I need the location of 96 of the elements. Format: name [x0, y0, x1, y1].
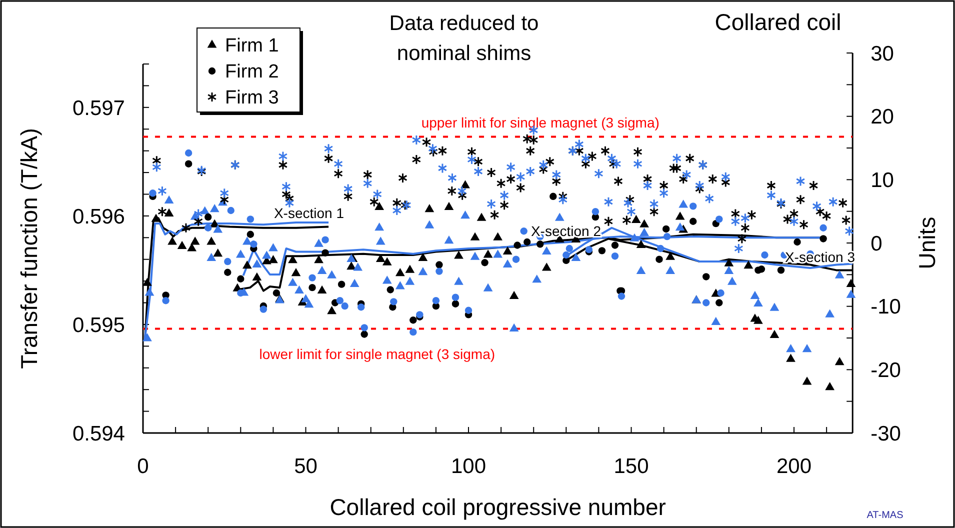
point — [204, 213, 212, 221]
x-tick-label: 50 — [294, 455, 318, 478]
annotation: X-section 1 — [274, 205, 344, 221]
x-tick-label: 200 — [776, 455, 812, 478]
point — [716, 216, 723, 223]
point — [162, 296, 170, 304]
point — [618, 292, 626, 300]
point — [149, 190, 156, 197]
point — [690, 218, 697, 225]
y2-axis-title: Units — [914, 216, 940, 270]
point — [716, 299, 723, 306]
point — [432, 296, 440, 304]
chart-subtitle: Collared coil — [714, 9, 842, 35]
point — [598, 247, 606, 254]
point — [717, 289, 724, 297]
y2-tick-label: -30 — [870, 422, 901, 446]
point — [585, 246, 593, 254]
ref-line-label: upper limit for single magnet (3 sigma) — [421, 114, 660, 131]
point — [611, 252, 619, 260]
point — [386, 286, 394, 294]
point — [758, 266, 766, 273]
point — [237, 275, 244, 282]
point — [611, 242, 619, 249]
point — [410, 328, 417, 336]
annotation: X-section 2 — [530, 223, 602, 239]
point — [184, 149, 192, 157]
point — [690, 202, 697, 210]
point — [514, 242, 521, 249]
point — [341, 302, 348, 310]
point — [536, 240, 544, 248]
point — [308, 274, 316, 282]
point — [820, 224, 827, 232]
y-axis-title: Transfer function (T/kA) — [16, 128, 42, 369]
x-tick-label: 150 — [614, 455, 649, 478]
point — [224, 258, 232, 266]
point — [656, 256, 663, 263]
y2-tick-label: -20 — [870, 359, 901, 382]
point — [436, 261, 443, 268]
point — [204, 224, 212, 232]
point — [250, 240, 258, 248]
point — [777, 266, 785, 274]
point — [761, 251, 768, 259]
ref-line-label: lower limit for single magnet (3 sigma) — [259, 346, 496, 362]
point — [520, 228, 528, 235]
legend-label: Firm 2 — [225, 62, 279, 83]
point — [322, 249, 329, 256]
point — [592, 208, 600, 216]
legend-label: Firm 3 — [225, 88, 279, 109]
point — [702, 273, 710, 280]
point — [452, 294, 460, 301]
point — [562, 251, 570, 259]
point — [322, 236, 329, 244]
y2-tick-label: 0 — [870, 232, 882, 256]
point — [436, 268, 443, 275]
point — [224, 268, 232, 276]
point — [512, 256, 520, 263]
point — [338, 280, 346, 288]
point — [260, 306, 268, 313]
point — [702, 299, 710, 306]
y-tick-label: 0.594 — [72, 422, 126, 446]
point — [390, 298, 398, 306]
point — [452, 300, 460, 308]
text: AT-MAS — [866, 510, 904, 521]
point — [357, 304, 365, 311]
point — [360, 324, 368, 332]
point — [336, 296, 344, 304]
point — [246, 230, 254, 238]
y-tick-label: 0.595 — [72, 314, 125, 337]
point — [656, 244, 664, 252]
y2-tick-label: 30 — [870, 42, 894, 66]
y-tick-label: 0.597 — [72, 96, 125, 120]
x-tick-label: 100 — [450, 455, 486, 478]
point — [550, 192, 557, 200]
legend-label: Firm 1 — [225, 36, 279, 57]
y2-tick-label: -10 — [870, 296, 901, 319]
x-axis-title: Collared coil progressive number — [330, 494, 666, 520]
point — [523, 238, 531, 246]
point — [662, 225, 670, 233]
y2-tick-label: 10 — [870, 169, 894, 192]
point — [308, 284, 316, 292]
x-tick-label: 0 — [137, 455, 149, 478]
point — [464, 306, 472, 314]
point — [481, 259, 488, 266]
point — [246, 216, 254, 223]
point — [663, 232, 671, 240]
chart-title: Data reduced to nominal shims — [389, 12, 539, 65]
point — [272, 289, 280, 297]
point — [410, 316, 417, 324]
y2-tick-label: 20 — [870, 106, 894, 129]
point — [820, 235, 827, 242]
point — [360, 330, 368, 338]
y-tick-label: 0.596 — [72, 205, 125, 228]
point — [566, 244, 574, 252]
point — [184, 160, 192, 168]
point — [227, 206, 234, 214]
point — [794, 238, 801, 246]
